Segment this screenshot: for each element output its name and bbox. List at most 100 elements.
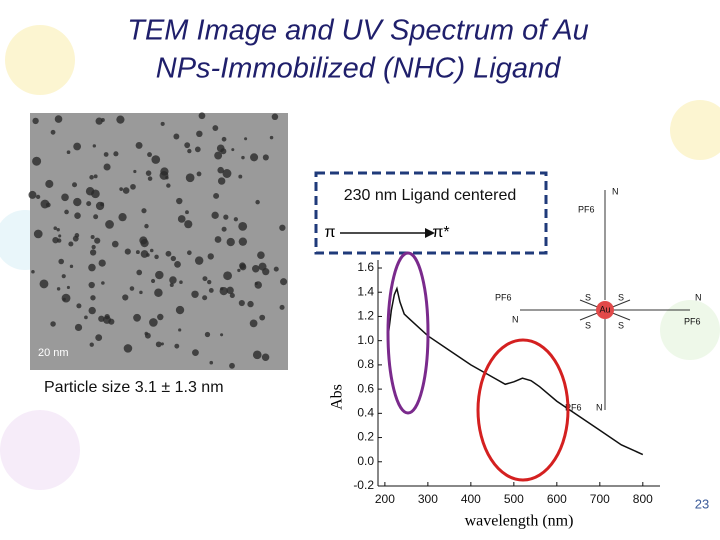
particle <box>122 187 130 194</box>
page-number: 23 <box>695 496 709 511</box>
particle <box>185 210 189 215</box>
molecule-label: Au <box>599 304 610 314</box>
particle <box>249 319 258 328</box>
particle <box>160 167 169 176</box>
y-tick-label: 0.8 <box>357 357 374 371</box>
particle <box>50 321 56 327</box>
particle <box>66 150 71 155</box>
caption-bg <box>30 372 270 402</box>
particle <box>223 271 232 281</box>
particle <box>229 362 235 369</box>
particle <box>61 193 69 202</box>
particle <box>176 197 183 205</box>
particle <box>223 214 229 220</box>
particle <box>192 349 199 356</box>
molecule-label: PF6 <box>684 316 701 326</box>
particle <box>119 187 123 191</box>
y-tick-label: 1.6 <box>357 260 374 274</box>
annotation-box <box>314 171 548 255</box>
particle <box>54 115 63 123</box>
particle <box>241 155 245 160</box>
particle <box>165 250 172 257</box>
particle <box>217 166 224 174</box>
particle <box>238 221 248 231</box>
particle <box>207 279 212 285</box>
particle <box>279 304 285 310</box>
particle <box>103 152 109 157</box>
title-line: TEM Image and UV Spectrum of Au <box>127 15 589 47</box>
molecule-label: S <box>618 292 624 302</box>
particle <box>160 342 164 346</box>
particle <box>73 142 82 151</box>
particle <box>133 169 137 174</box>
particle <box>194 146 201 153</box>
molecule-label: N <box>512 314 519 324</box>
molecule-label: PF6 <box>578 204 595 214</box>
y-tick-label: 0.6 <box>357 381 374 395</box>
particle <box>185 173 195 183</box>
particle <box>76 303 82 309</box>
particle <box>35 194 41 200</box>
y-tick-label: 1.4 <box>357 284 374 298</box>
y-tick-label: 0.2 <box>357 430 374 444</box>
particle <box>273 266 279 272</box>
particle <box>101 281 105 285</box>
particle <box>136 269 143 276</box>
particle <box>187 148 192 154</box>
particle <box>40 199 50 209</box>
particle <box>170 255 177 262</box>
x-tick-label: 400 <box>461 492 481 506</box>
particle <box>64 209 69 215</box>
particle <box>252 350 262 360</box>
particle <box>133 313 141 322</box>
tem-image <box>28 112 288 370</box>
gold-atom <box>596 301 614 319</box>
spectrum-chart: -0.2 0.0 0.2 0.4 0.6 0.8 1.0 1.2 1.4 1.6 200 300 400… <box>329 260 660 530</box>
particle <box>74 323 83 332</box>
particle <box>61 274 66 279</box>
particle <box>88 281 95 289</box>
particle <box>86 201 92 207</box>
transition-from: π <box>324 224 335 241</box>
particle <box>124 248 131 255</box>
particle <box>93 214 99 220</box>
particle <box>129 286 135 291</box>
molecule-label: N <box>596 402 603 412</box>
particle <box>84 315 88 320</box>
title-line: NPs-Immobilized (NHC) Ligand <box>156 53 561 85</box>
particle <box>147 176 153 181</box>
particle <box>103 315 112 324</box>
particle <box>139 236 148 245</box>
particle <box>194 256 204 265</box>
particle <box>122 294 129 301</box>
particle <box>261 353 270 362</box>
particle <box>214 151 223 160</box>
x-tick-label: 700 <box>590 492 610 506</box>
particle <box>262 268 270 276</box>
particle <box>269 135 274 140</box>
particle <box>56 287 61 291</box>
particle <box>89 342 94 347</box>
particle <box>231 148 235 152</box>
particle <box>229 292 235 299</box>
particle <box>202 295 208 301</box>
particle <box>50 129 56 135</box>
particle <box>155 341 162 348</box>
particle <box>177 215 186 223</box>
particle <box>238 237 248 246</box>
particle <box>219 286 228 296</box>
particle <box>257 251 265 259</box>
transition-to: π* <box>432 224 449 241</box>
particle <box>251 264 260 273</box>
y-tick-label: 0.4 <box>357 406 374 420</box>
particle <box>89 175 94 180</box>
particle <box>254 281 258 285</box>
particle <box>45 179 54 188</box>
particle <box>66 285 70 289</box>
particle <box>144 331 149 336</box>
molecule-label: N <box>695 292 702 302</box>
particle <box>169 282 174 287</box>
particle <box>149 318 158 327</box>
particle <box>39 279 49 289</box>
particle <box>174 343 180 349</box>
